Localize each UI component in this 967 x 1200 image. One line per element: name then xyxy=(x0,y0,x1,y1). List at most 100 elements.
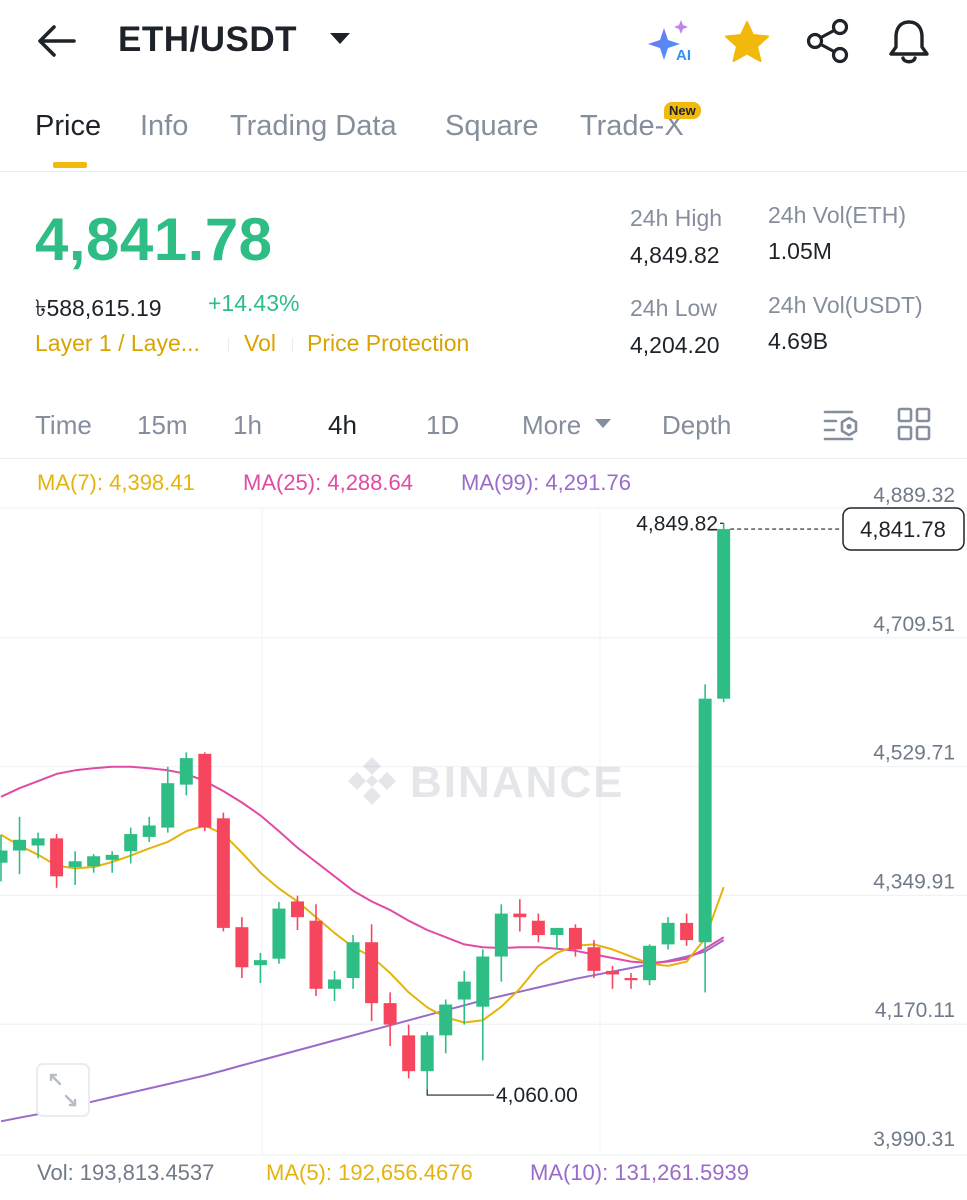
candle xyxy=(531,913,545,943)
interval-15m[interactable]: 15m xyxy=(137,410,188,440)
tag-price-protection[interactable]: Price Protection xyxy=(307,330,470,356)
candle-body xyxy=(661,922,675,945)
candle-body xyxy=(235,927,249,968)
candle-body xyxy=(624,978,638,981)
stat-24h-low-value: 4,204.20 xyxy=(630,332,720,358)
chart-settings-icon[interactable] xyxy=(822,406,862,442)
last-price-axis-label: 4,841.78 xyxy=(860,517,946,542)
candle-body xyxy=(457,981,471,1000)
candle-body xyxy=(87,856,101,867)
active-tab-indicator xyxy=(53,162,87,168)
candle-body xyxy=(717,529,731,699)
volume-ma5-legend: MA(5): 192,656.4676 xyxy=(266,1160,473,1185)
high-marker-label: 4,849.82 xyxy=(636,512,718,535)
candle xyxy=(513,899,527,932)
candle xyxy=(124,827,138,864)
candlestick-chart[interactable]: BINANCE 4,889.32 4,709.51 4,529.71 4,349.91… xyxy=(0,460,967,1200)
star-icon[interactable] xyxy=(724,20,770,64)
candle-body xyxy=(0,850,8,863)
last-price-box xyxy=(842,507,965,551)
low-marker-label: 4,060.00 xyxy=(496,1084,578,1107)
volume-legend: Vol: 193,813.4537 xyxy=(37,1160,215,1185)
tab-price[interactable]: Price xyxy=(35,110,102,142)
interval-more[interactable]: More xyxy=(522,410,582,440)
bell-icon[interactable] xyxy=(886,17,932,65)
candle-body xyxy=(420,1035,434,1072)
candle-body xyxy=(643,945,657,981)
candle-body xyxy=(494,913,508,957)
chevron-down-icon[interactable] xyxy=(330,33,350,44)
tab-square[interactable]: Square xyxy=(445,110,539,142)
candle xyxy=(328,970,342,1001)
watermark-text: BINANCE xyxy=(410,758,624,807)
layout-grid-icon[interactable] xyxy=(896,406,932,442)
tag-category[interactable]: Layer 1 / Laye... xyxy=(35,330,200,356)
candle-body xyxy=(328,979,342,989)
interval-depth[interactable]: Depth xyxy=(662,410,732,440)
tag-vol[interactable]: Vol xyxy=(244,330,276,356)
y-tick-label: 4,889.32 xyxy=(873,484,955,507)
ma7-legend: MA(7): 4,398.41 xyxy=(37,470,195,495)
interval-time[interactable]: Time xyxy=(35,410,92,440)
low-marker-line xyxy=(426,1089,494,1096)
ma7-line xyxy=(0,824,725,1024)
candle xyxy=(550,927,564,950)
share-icon[interactable] xyxy=(806,18,850,64)
annotations: 4,849.82 4,841.78 4,060.00 xyxy=(426,507,965,1107)
y-axis-labels: 4,889.32 4,709.51 4,529.71 4,349.91 4,170.11… xyxy=(873,484,955,1151)
candle-body xyxy=(253,960,267,966)
interval-1h[interactable]: 1h xyxy=(233,410,262,440)
tag-separator xyxy=(292,338,293,352)
candles xyxy=(0,523,731,1090)
new-badge: New xyxy=(664,102,701,119)
candle xyxy=(31,832,45,859)
candle xyxy=(457,970,471,1025)
candle-body xyxy=(365,942,379,1004)
ma99-line xyxy=(0,939,725,1123)
stat-24h-vol-eth-label: 24h Vol(ETH) xyxy=(768,202,907,228)
candle xyxy=(50,834,64,888)
candle xyxy=(605,965,619,989)
tab-info[interactable]: Info xyxy=(140,110,189,142)
y-tick-label: 4,709.51 xyxy=(873,613,955,636)
candle xyxy=(253,952,267,984)
interval-4h[interactable]: 4h xyxy=(328,410,357,440)
candle xyxy=(365,924,379,1022)
candle xyxy=(476,949,490,1061)
candle xyxy=(402,1024,416,1079)
interval-1d[interactable]: 1D xyxy=(426,410,460,440)
candle xyxy=(643,944,657,986)
pair-title[interactable]: ETH/USDT xyxy=(118,20,297,59)
candle-body xyxy=(346,942,360,979)
candle-body xyxy=(13,839,27,851)
candle xyxy=(179,752,193,796)
candle xyxy=(624,973,638,989)
candle xyxy=(13,816,27,875)
back-arrow-icon[interactable] xyxy=(36,22,78,60)
tab-trading-data[interactable]: Trading Data xyxy=(230,110,397,142)
candle-body xyxy=(161,783,175,828)
ai-sparkle-icon[interactable]: AI xyxy=(646,18,694,64)
candle xyxy=(680,913,694,946)
candle-body xyxy=(31,838,45,846)
candle xyxy=(272,902,286,964)
chart-grid xyxy=(0,507,967,1156)
candle xyxy=(717,523,731,703)
candle-body xyxy=(68,861,82,868)
candle-body xyxy=(698,698,712,943)
candle xyxy=(87,854,101,873)
ma25-line xyxy=(0,765,725,964)
candle-body xyxy=(50,838,64,877)
expand-icon[interactable] xyxy=(36,1063,90,1117)
divider xyxy=(0,458,967,459)
candle-body xyxy=(531,920,545,936)
candle-body xyxy=(216,818,230,928)
candle xyxy=(198,752,212,832)
candle-body xyxy=(476,956,490,1007)
more-dropdown-icon[interactable] xyxy=(595,419,611,428)
volume-ma10-legend: MA(10): 131,261.5939 xyxy=(530,1160,749,1185)
y-tick-label: 3,990.31 xyxy=(873,1128,955,1151)
candle xyxy=(0,834,8,882)
candle-body xyxy=(605,970,619,975)
candle-body xyxy=(198,753,212,828)
